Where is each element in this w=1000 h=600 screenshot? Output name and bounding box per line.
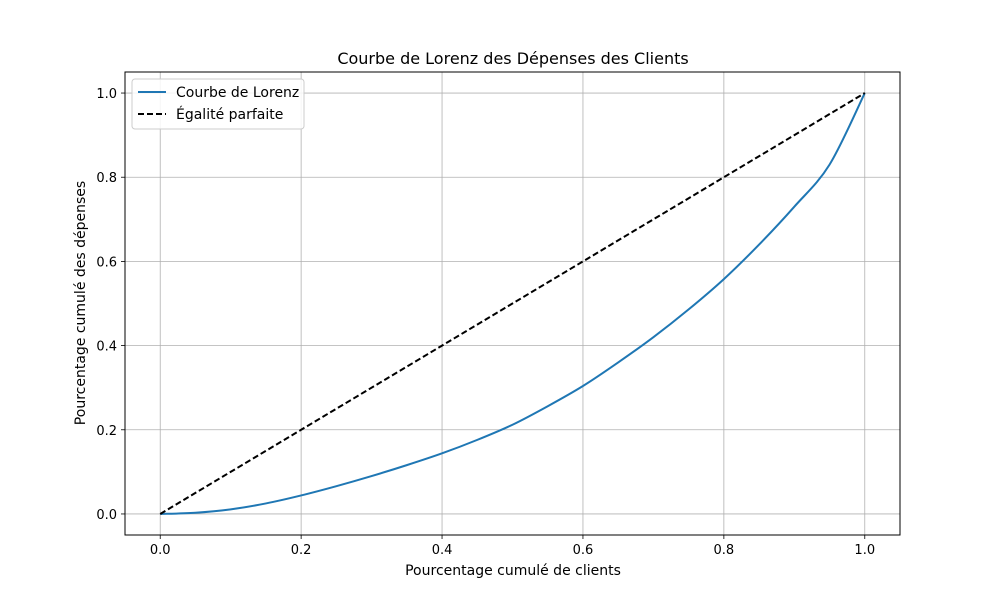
y-tick-label: 1.0 [96,87,117,102]
y-tick-label: 0.4 [96,340,117,355]
legend: Courbe de Lorenz Égalité parfaite [131,78,305,130]
x-tick-label: 0.8 [714,543,735,558]
x-tick-label: 0.2 [291,543,312,558]
series-line-lorenz [160,92,866,515]
plot-area [124,71,901,536]
x-tick-label: 1.0 [854,543,875,558]
x-tick-label: 0.0 [150,543,171,558]
x-axis-title: Pourcentage cumulé de clients [405,563,621,579]
y-axis-title: Pourcentage cumulé des dépenses [73,181,89,425]
legend-label-lorenz: Courbe de Lorenz [176,85,299,101]
series-lines [159,92,866,515]
y-tick-label: 0.0 [96,508,117,523]
legend-label-equality: Égalité parfaite [176,106,283,123]
legend-box [131,78,305,130]
y-tick-label: 0.8 [96,171,117,186]
series-line-equality [159,92,866,515]
axis-ticks: 0.0 0.2 0.4 0.6 0.8 1.0 0.0 0.2 0.4 0.6 0.8 1.0 [96,87,875,558]
y-tick-label: 0.2 [96,424,117,439]
x-tick-label: 0.6 [573,543,594,558]
x-tick-label: 0.4 [432,543,453,558]
y-tick-label: 0.6 [96,255,117,270]
chart-title: Courbe de Lorenz des Dépenses des Client… [337,49,688,68]
